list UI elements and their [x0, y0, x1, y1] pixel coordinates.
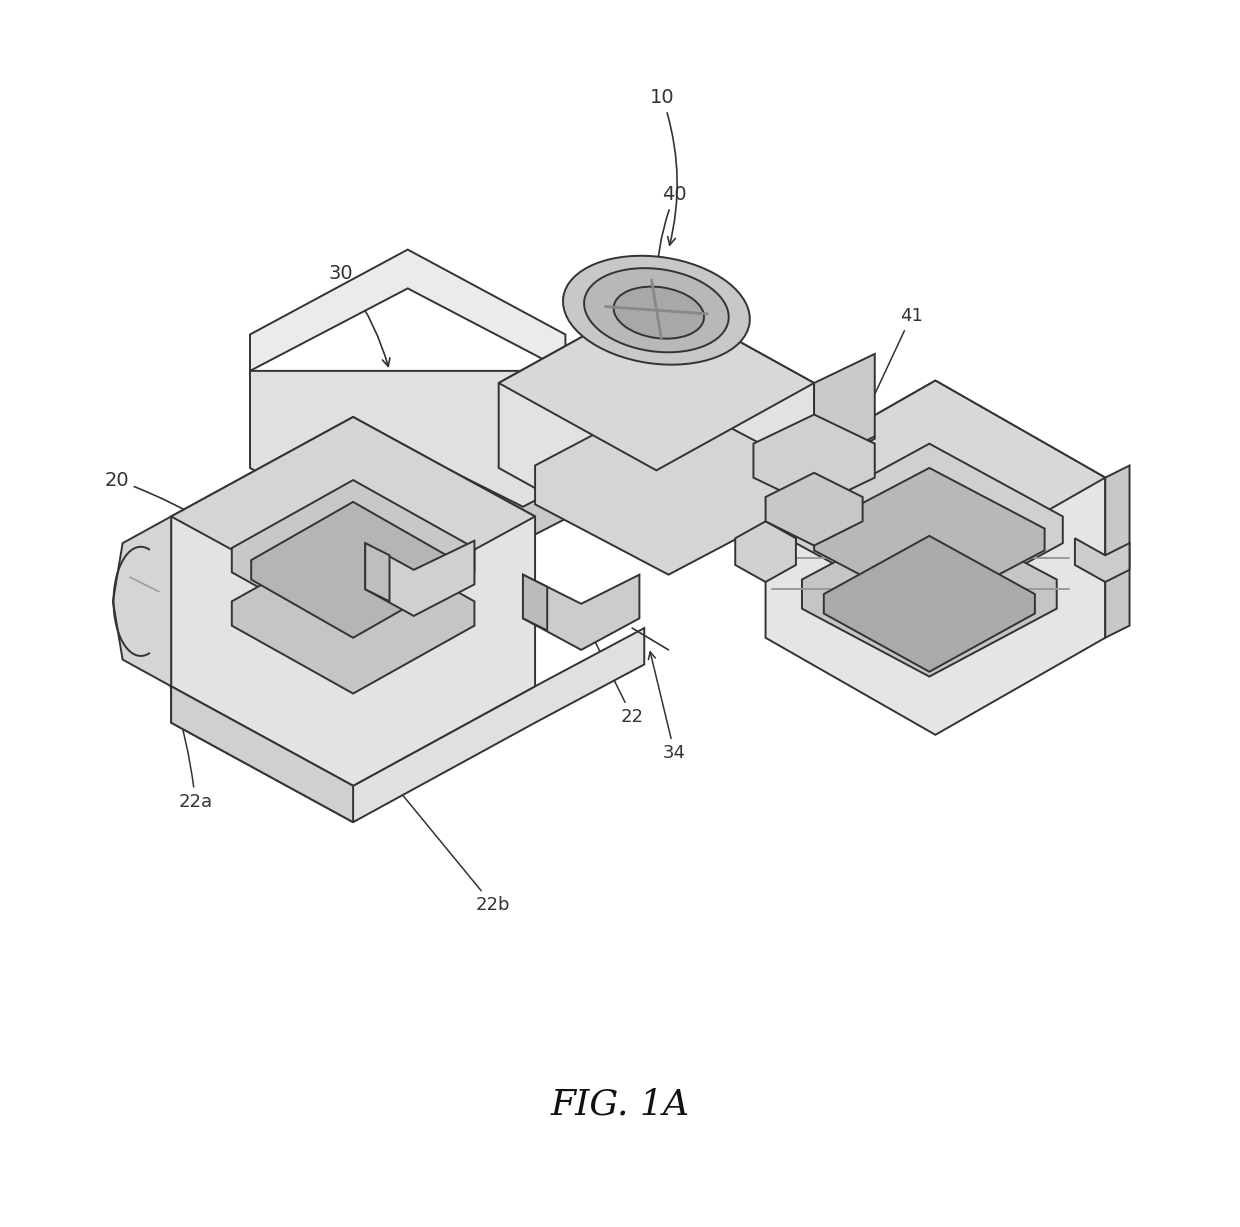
Polygon shape — [450, 470, 565, 541]
Polygon shape — [802, 512, 1056, 676]
Polygon shape — [171, 686, 353, 822]
Polygon shape — [171, 417, 536, 616]
Polygon shape — [366, 541, 475, 616]
Ellipse shape — [563, 255, 750, 364]
Polygon shape — [232, 534, 475, 693]
Text: 32: 32 — [311, 416, 482, 503]
Ellipse shape — [614, 287, 704, 339]
Text: 34: 34 — [649, 652, 686, 762]
Polygon shape — [565, 358, 595, 517]
Polygon shape — [735, 521, 796, 582]
Polygon shape — [765, 380, 1105, 735]
Polygon shape — [765, 380, 1105, 574]
Polygon shape — [815, 467, 1044, 611]
Text: FIG. 1A: FIG. 1A — [551, 1088, 689, 1121]
Text: 22b: 22b — [356, 739, 510, 914]
Text: 30: 30 — [329, 264, 389, 367]
Text: 41: 41 — [852, 307, 923, 442]
Text: 10: 10 — [650, 88, 677, 245]
Polygon shape — [754, 415, 874, 507]
Polygon shape — [536, 395, 802, 574]
Text: 22a: 22a — [136, 610, 212, 811]
Text: 24: 24 — [257, 514, 301, 552]
Text: 20: 20 — [104, 471, 277, 574]
Text: 40: 40 — [652, 185, 687, 287]
Polygon shape — [498, 296, 815, 470]
Text: 25: 25 — [330, 574, 403, 750]
Polygon shape — [1105, 465, 1130, 638]
Ellipse shape — [584, 269, 729, 352]
Polygon shape — [252, 502, 455, 638]
Polygon shape — [171, 628, 645, 822]
Polygon shape — [523, 574, 640, 650]
Polygon shape — [765, 472, 863, 546]
Polygon shape — [796, 444, 1063, 616]
Polygon shape — [250, 249, 565, 371]
Text: 35: 35 — [1037, 525, 1087, 544]
Polygon shape — [366, 544, 389, 601]
Polygon shape — [113, 517, 171, 686]
Polygon shape — [823, 536, 1035, 671]
Polygon shape — [523, 574, 547, 631]
Polygon shape — [815, 353, 874, 467]
Polygon shape — [498, 296, 815, 556]
Polygon shape — [250, 371, 565, 577]
Polygon shape — [171, 417, 536, 785]
Polygon shape — [1075, 539, 1130, 582]
Text: 36: 36 — [936, 593, 965, 610]
Polygon shape — [232, 480, 475, 640]
Polygon shape — [450, 507, 486, 553]
Text: 22: 22 — [583, 617, 644, 725]
